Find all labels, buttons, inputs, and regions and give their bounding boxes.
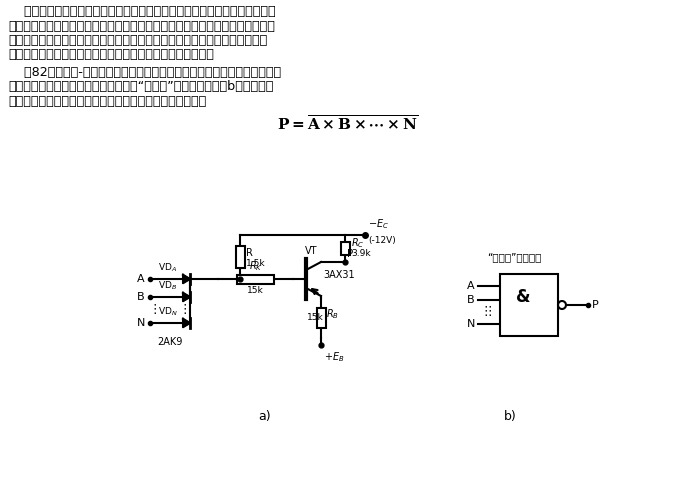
Text: B: B bbox=[137, 292, 145, 302]
Polygon shape bbox=[183, 319, 190, 327]
Polygon shape bbox=[183, 293, 190, 301]
Text: ⋮: ⋮ bbox=[480, 306, 492, 318]
Text: (-12V): (-12V) bbox=[368, 236, 396, 245]
Text: 电压的漂移，多级联用时负载能力就会越来越小，可能造成前级推不动后级，电: 电压的漂移，多级联用时负载能力就会越来越小，可能造成前级推不动后级，电 bbox=[8, 19, 275, 32]
Text: 路，这样既能克服漂移，恢复信号电压，又能增加负载能力。: 路，这样既能克服漂移，恢复信号电压，又能增加负载能力。 bbox=[8, 48, 214, 61]
Text: 由于二极管门电路没有放大作用，在传递逻辑信号时，要产生电流的衰减和: 由于二极管门电路没有放大作用，在传递逻辑信号时，要产生电流的衰减和 bbox=[8, 5, 276, 18]
Text: 1.5k: 1.5k bbox=[246, 258, 266, 268]
Text: 独的门电路，逻辑功能是与之非，称为“与非门”，逻辑符号如图b所示，是在: 独的门电路，逻辑功能是与之非，称为“与非门”，逻辑符号如图b所示，是在 bbox=[8, 81, 274, 94]
Text: $R_C$: $R_C$ bbox=[351, 237, 365, 250]
Bar bbox=[237, 274, 274, 284]
Bar bbox=[340, 242, 349, 255]
Text: ⋮: ⋮ bbox=[484, 306, 496, 318]
Bar bbox=[500, 274, 558, 336]
Text: &: & bbox=[516, 288, 530, 306]
Text: N: N bbox=[136, 318, 145, 328]
Text: 3.9k: 3.9k bbox=[351, 249, 371, 258]
Text: “与非门”逻辑符号: “与非门”逻辑符号 bbox=[487, 252, 541, 262]
Text: B: B bbox=[468, 295, 475, 305]
Text: 2AK9: 2AK9 bbox=[157, 337, 182, 347]
Text: $R_K$: $R_K$ bbox=[248, 259, 262, 273]
Text: A: A bbox=[137, 274, 145, 284]
Text: VD$_{A}$: VD$_{A}$ bbox=[159, 261, 177, 274]
Text: 3AX31: 3AX31 bbox=[323, 270, 355, 280]
Text: R: R bbox=[246, 248, 253, 258]
Text: $-E_C$: $-E_C$ bbox=[368, 217, 389, 231]
Text: $+E_B$: $+E_B$ bbox=[324, 350, 345, 364]
Text: 图82为二极管-晶体管与非门电路。它是将与门和非门连接起来，成为一单: 图82为二极管-晶体管与非门电路。它是将与门和非门连接起来，成为一单 bbox=[8, 66, 281, 79]
Text: 路无法正常工作。为解决这个问题，在几级二极管门电路中间插入晶体管门电: 路无法正常工作。为解决这个问题，在几级二极管门电路中间插入晶体管门电 bbox=[8, 34, 267, 47]
Text: $R_B$: $R_B$ bbox=[326, 307, 339, 321]
Bar bbox=[235, 246, 244, 268]
Bar bbox=[317, 308, 326, 328]
Text: b): b) bbox=[504, 410, 516, 423]
Text: $\mathbf{P=\overline{A\times B\times\cdots\times N}}$: $\mathbf{P=\overline{A\times B\times\cdo… bbox=[278, 114, 418, 134]
Text: a): a) bbox=[259, 410, 271, 423]
Text: 15k: 15k bbox=[307, 313, 324, 323]
Text: VT: VT bbox=[305, 246, 317, 256]
Polygon shape bbox=[183, 275, 190, 283]
Text: VD$_{N}$: VD$_{N}$ bbox=[158, 306, 178, 318]
Text: N: N bbox=[466, 319, 475, 329]
Text: 与门符号上加一个小圆圈，表示非。与非门的逻辑式可写作: 与门符号上加一个小圆圈，表示非。与非门的逻辑式可写作 bbox=[8, 95, 206, 108]
Text: A: A bbox=[468, 281, 475, 291]
Text: VD$_{B}$: VD$_{B}$ bbox=[159, 280, 177, 292]
Text: P: P bbox=[347, 249, 354, 259]
Text: ⋮: ⋮ bbox=[179, 303, 191, 316]
Text: 15k: 15k bbox=[247, 286, 264, 295]
Text: P: P bbox=[592, 300, 599, 310]
Text: ⋮: ⋮ bbox=[149, 303, 161, 316]
